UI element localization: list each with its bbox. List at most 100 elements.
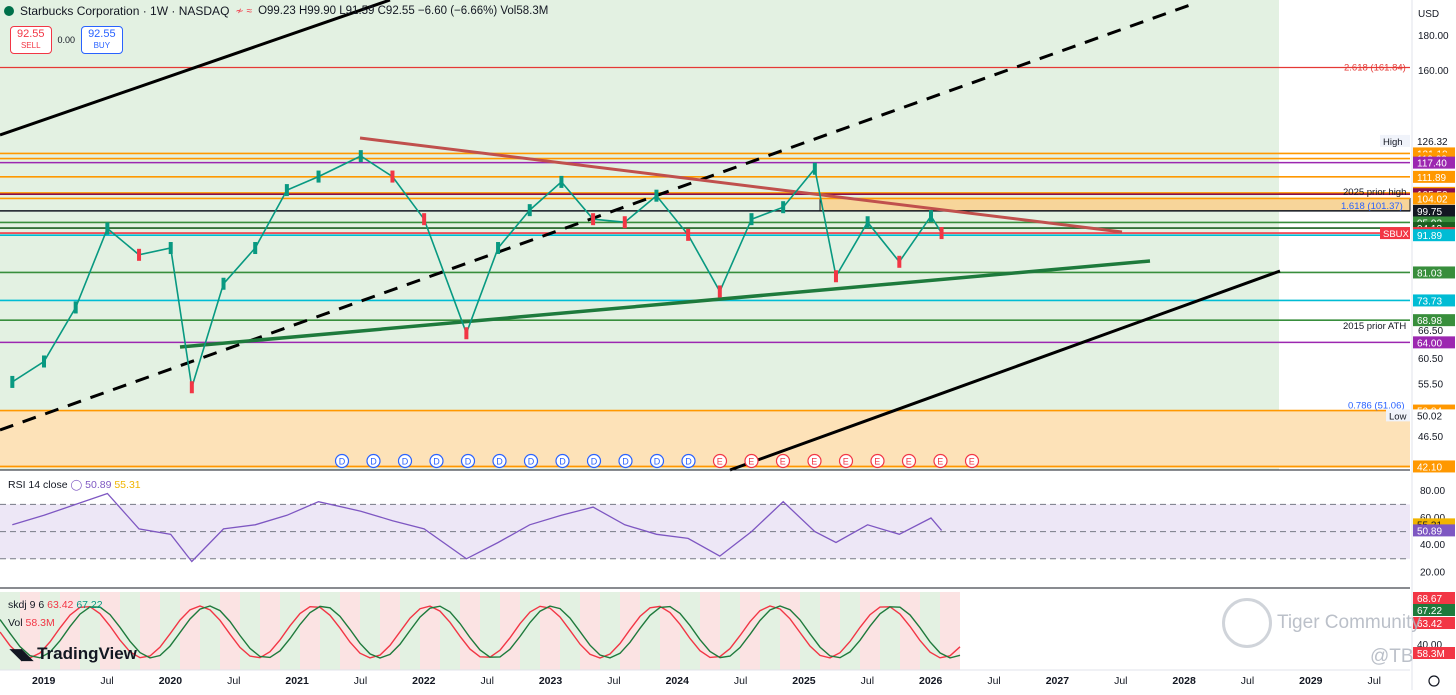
price-candle[interactable] <box>168 242 173 255</box>
event-marker[interactable] <box>744 453 759 469</box>
price-level-badge[interactable] <box>1413 294 1455 307</box>
chart-annotation: 2025 prior high <box>1343 187 1406 198</box>
event-marker[interactable] <box>712 453 728 469</box>
price-level-badge[interactable] <box>1413 314 1455 327</box>
event-marker[interactable] <box>366 453 381 469</box>
event-marker-label: D <box>496 457 503 467</box>
skdj-bg-segment <box>880 592 900 670</box>
price-level-badge[interactable] <box>1413 266 1455 279</box>
compare-icon[interactable]: ≁ ≈ <box>235 5 253 17</box>
sell-button[interactable]: 92.55 SELL <box>10 26 52 54</box>
skdj-bg-segment <box>720 592 740 670</box>
handle-watermark: @TB <box>1370 646 1414 667</box>
skdj-bg-segment <box>500 592 520 670</box>
event-marker[interactable] <box>775 453 791 469</box>
event-marker[interactable] <box>807 453 822 469</box>
price-level-badge[interactable] <box>1413 156 1455 169</box>
price-candle[interactable] <box>939 227 944 240</box>
skdj-badge <box>1413 604 1455 616</box>
price-level-badge[interactable] <box>1413 336 1455 349</box>
event-marker[interactable] <box>933 453 948 469</box>
volume-badge <box>1413 647 1455 659</box>
event-marker[interactable] <box>649 453 665 469</box>
price-candle[interactable] <box>358 150 363 163</box>
price-candle[interactable] <box>137 248 142 261</box>
skdj-d-line[interactable] <box>0 605 961 659</box>
event-marker[interactable] <box>681 453 696 469</box>
volume-badge-text: 58.3M <box>1417 649 1445 660</box>
event-marker[interactable] <box>901 453 917 469</box>
skdj-bg-segment <box>820 592 840 670</box>
volume-legend[interactable]: Vol 58.3M <box>8 617 55 629</box>
buy-button[interactable]: 92.55 BUY <box>81 26 123 54</box>
price-candle[interactable] <box>105 222 110 235</box>
symbol-header: Starbucks Corporation · 1W · NASDAQ ≁ ≈ … <box>4 4 548 18</box>
price-level-badge[interactable] <box>1413 460 1455 473</box>
event-marker[interactable] <box>460 453 476 469</box>
price-candle[interactable] <box>527 204 532 217</box>
tradingview-logo[interactable]: ◥◣ TradingView <box>10 644 137 664</box>
chart-annotation: 0.786 (51.06) <box>1348 400 1405 411</box>
event-marker-label: D <box>685 457 692 467</box>
price-candle[interactable] <box>686 228 691 241</box>
price-candle[interactable] <box>591 213 596 226</box>
event-marker-label: D <box>622 457 629 467</box>
skdj-bg-segment <box>680 592 700 670</box>
price-candle[interactable] <box>42 355 46 368</box>
price-candle[interactable] <box>73 301 78 314</box>
skdj-bg-segment <box>180 592 200 670</box>
skdj-badge-text: 40.00 <box>1417 640 1442 651</box>
event-marker[interactable] <box>429 453 444 469</box>
price-candle[interactable] <box>390 170 395 183</box>
event-marker[interactable] <box>334 453 350 469</box>
event-marker-label: D <box>528 457 535 467</box>
price-candle[interactable] <box>717 285 722 298</box>
price-candle[interactable] <box>189 381 194 394</box>
event-marker[interactable] <box>523 453 539 469</box>
price-level-badge[interactable] <box>1413 134 1455 147</box>
skdj-legend[interactable]: skdj 9 6 63.42 67.22 <box>8 599 103 611</box>
price-candle[interactable] <box>749 213 754 226</box>
skdj-bg-segment <box>740 592 760 670</box>
rsi-line[interactable] <box>12 492 943 563</box>
event-marker[interactable] <box>492 453 507 469</box>
skdj-bg-segment <box>860 592 880 670</box>
skdj-bg-segment <box>280 592 300 670</box>
price-candle[interactable] <box>833 270 838 283</box>
settings-gear-icon[interactable] <box>1428 675 1440 687</box>
price-candle[interactable] <box>10 375 15 388</box>
price-candle[interactable] <box>422 213 427 226</box>
price-candle[interactable] <box>316 170 321 183</box>
skdj-k-line[interactable] <box>0 605 961 659</box>
event-marker[interactable] <box>586 453 602 469</box>
price-level-badge[interactable] <box>1413 409 1455 422</box>
price-candle[interactable] <box>812 162 817 175</box>
price-candle[interactable] <box>496 242 501 255</box>
price-candle[interactable] <box>559 175 564 188</box>
price-candle[interactable] <box>284 184 289 197</box>
price-candle[interactable] <box>654 189 659 202</box>
price-level-badge[interactable] <box>1413 192 1455 205</box>
price-candle[interactable] <box>622 216 627 229</box>
price-candle[interactable] <box>865 216 870 229</box>
price-candle[interactable] <box>253 242 258 255</box>
price-level-badge[interactable] <box>1413 229 1455 242</box>
rsi-title: RSI 14 close <box>8 479 68 491</box>
price-level-badge[interactable] <box>1413 170 1455 183</box>
event-marker[interactable] <box>618 453 633 469</box>
price-candle[interactable] <box>897 255 902 268</box>
price-candle[interactable] <box>781 201 786 214</box>
price-candle[interactable] <box>221 277 226 290</box>
event-marker[interactable] <box>870 453 885 469</box>
event-marker[interactable] <box>964 453 980 469</box>
event-marker[interactable] <box>397 453 413 469</box>
price-level-badge[interactable] <box>1413 204 1455 217</box>
price-candle[interactable] <box>464 327 469 340</box>
price-candle[interactable] <box>929 210 933 223</box>
symbol-title[interactable]: Starbucks Corporation · 1W · NASDAQ <box>20 4 230 18</box>
event-marker[interactable] <box>555 453 570 469</box>
rsi-legend[interactable]: RSI 14 close ◯ 50.89 55.31 <box>8 479 141 491</box>
event-marker[interactable] <box>838 453 854 469</box>
